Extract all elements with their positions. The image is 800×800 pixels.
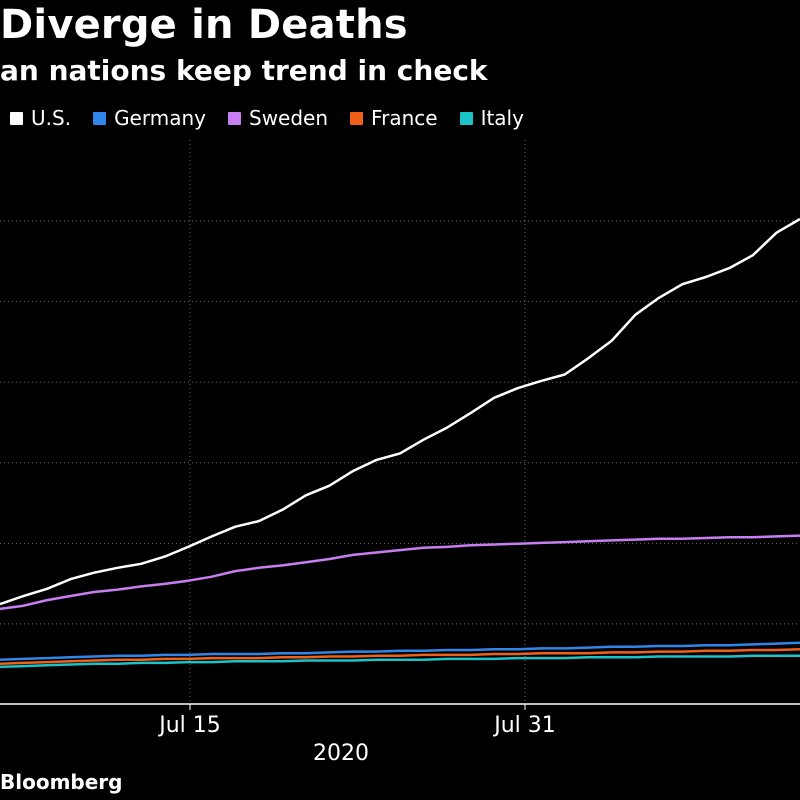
x-tick-label: Jul 15 (157, 713, 221, 738)
legend-item-france: France (350, 106, 438, 130)
legend-label-italy: Italy (480, 106, 524, 130)
legend-label-france: France (371, 106, 438, 130)
legend-swatch-us (10, 111, 23, 125)
series-lines (0, 217, 800, 669)
chart-subtitle: an nations keep trend in check (0, 54, 488, 87)
x-tick-label: Jul 31 (492, 713, 556, 738)
series-line-italy (0, 654, 800, 669)
legend-item-italy: Italy (459, 106, 524, 130)
legend-swatch-italy (459, 111, 473, 125)
legend-label-germany: Germany (114, 106, 206, 130)
gridlines (0, 140, 800, 704)
series-line-sweden (0, 534, 800, 611)
series-line-germany (0, 641, 800, 661)
legend-swatch-sweden (228, 111, 241, 125)
legend-label-sweden: Sweden (249, 106, 329, 130)
legend-item-sweden: Sweden (228, 106, 328, 130)
legend-label-us: U.S. (31, 106, 72, 130)
legend-item-germany: Germany (93, 106, 206, 130)
legend-swatch-germany (93, 111, 107, 125)
chart-title: Diverge in Deaths (0, 2, 408, 48)
legend: U.S. Germany Sweden France Italy (10, 106, 524, 130)
legend-item-us: U.S. (10, 106, 71, 130)
source-credit: Bloomberg (0, 770, 123, 794)
legend-swatch-france (350, 111, 364, 125)
series-line-us (0, 217, 800, 606)
series-line-france (0, 647, 800, 665)
x-axis-label: 2020 (313, 741, 369, 766)
